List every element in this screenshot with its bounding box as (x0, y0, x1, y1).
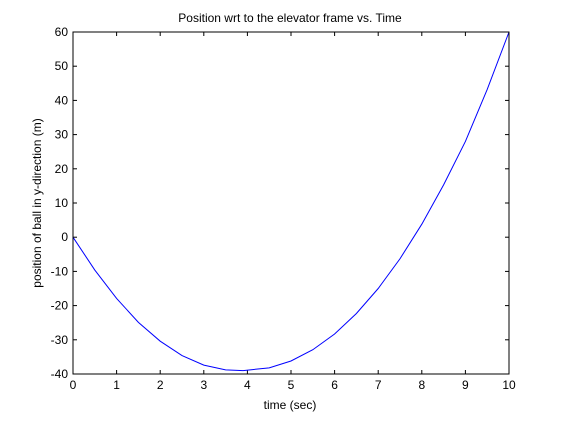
x-tick-label: 3 (200, 378, 207, 392)
x-tick-label: 10 (502, 378, 516, 392)
x-tick-label: 2 (157, 378, 164, 392)
y-tick-label: 30 (55, 128, 69, 142)
x-axis-label: time (sec) (264, 398, 317, 412)
y-tick-label: 10 (55, 196, 69, 210)
tick-labels: 0 1 2 3 4 5 6 7 8 9 10 -40 -30 -20 -10 0 10 20 30 40 50 60 (51, 25, 516, 392)
y-tick-label: -30 (51, 333, 69, 347)
x-tick-label: 6 (331, 378, 338, 392)
y-tick-label: 50 (55, 59, 69, 73)
y-tick-label: 20 (55, 162, 69, 176)
y-tick-label: -10 (51, 264, 69, 278)
y-tick-label: 0 (61, 230, 68, 244)
series-line (72, 31, 510, 372)
x-tick-label: 7 (375, 378, 382, 392)
x-tick-label: 9 (462, 378, 469, 392)
x-tick-label: 8 (418, 378, 425, 392)
y-tick-label: -20 (51, 299, 69, 313)
plot-area-frame (72, 31, 510, 375)
x-tick-label: 5 (288, 378, 295, 392)
y-axis-label: position of ball in y-direction (m) (30, 118, 44, 287)
y-tick-label: 40 (55, 93, 69, 107)
series-group (72, 31, 510, 372)
x-tick-label: 0 (70, 378, 77, 392)
y-tick-label: 60 (55, 25, 69, 39)
x-tick-label: 4 (244, 378, 251, 392)
x-tick-label: 1 (113, 378, 120, 392)
chart-title: Position wrt to the elevator frame vs. T… (178, 11, 402, 25)
y-tick-label: -40 (51, 367, 69, 381)
